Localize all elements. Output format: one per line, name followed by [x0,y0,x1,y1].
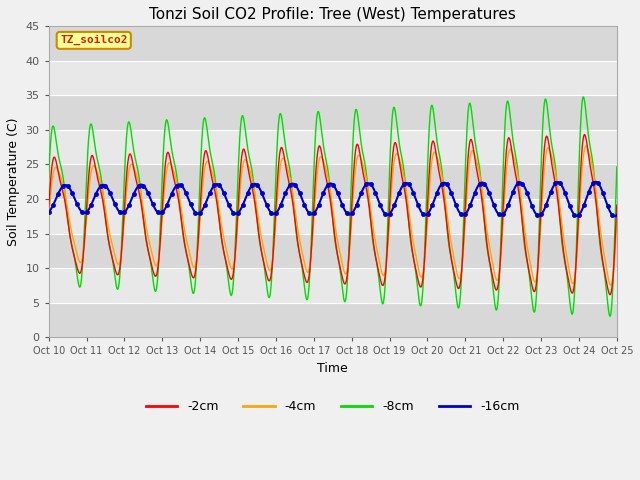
Bar [49,60,617,95]
X-axis label: Time: Time [317,362,348,375]
Bar [49,26,617,60]
Bar [49,95,617,130]
Text: TZ_soilco2: TZ_soilco2 [60,35,127,46]
Bar [49,268,617,303]
Legend: -2cm, -4cm, -8cm, -16cm: -2cm, -4cm, -8cm, -16cm [141,396,525,419]
Bar [49,303,617,337]
Bar [49,199,617,234]
Title: Tonzi Soil CO2 Profile: Tree (West) Temperatures: Tonzi Soil CO2 Profile: Tree (West) Temp… [149,7,516,22]
Bar [49,164,617,199]
Bar [49,234,617,268]
Y-axis label: Soil Temperature (C): Soil Temperature (C) [7,118,20,246]
Bar [49,130,617,164]
